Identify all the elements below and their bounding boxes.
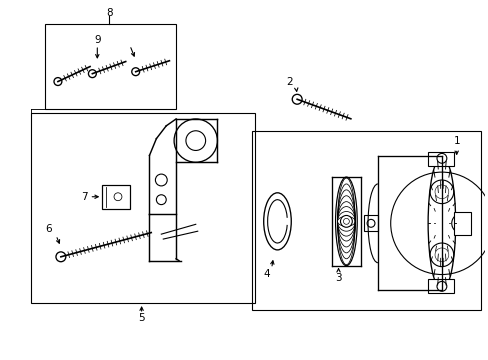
Circle shape xyxy=(340,215,351,227)
Bar xyxy=(364,215,377,231)
Bar xyxy=(427,152,453,166)
Text: 8: 8 xyxy=(105,8,112,18)
Text: 4: 4 xyxy=(263,269,269,279)
Bar xyxy=(427,279,453,293)
Bar xyxy=(251,131,480,310)
Bar xyxy=(453,212,470,235)
Text: 1: 1 xyxy=(452,136,459,145)
Bar xyxy=(102,185,129,208)
Ellipse shape xyxy=(427,156,455,290)
Bar xyxy=(31,113,254,303)
Text: 9: 9 xyxy=(94,35,101,45)
Bar xyxy=(45,24,176,109)
Text: 6: 6 xyxy=(45,224,51,234)
Text: 7: 7 xyxy=(81,192,88,202)
Ellipse shape xyxy=(263,193,291,250)
Text: 3: 3 xyxy=(335,274,341,283)
Text: 5: 5 xyxy=(138,313,144,323)
Text: 2: 2 xyxy=(285,77,292,86)
